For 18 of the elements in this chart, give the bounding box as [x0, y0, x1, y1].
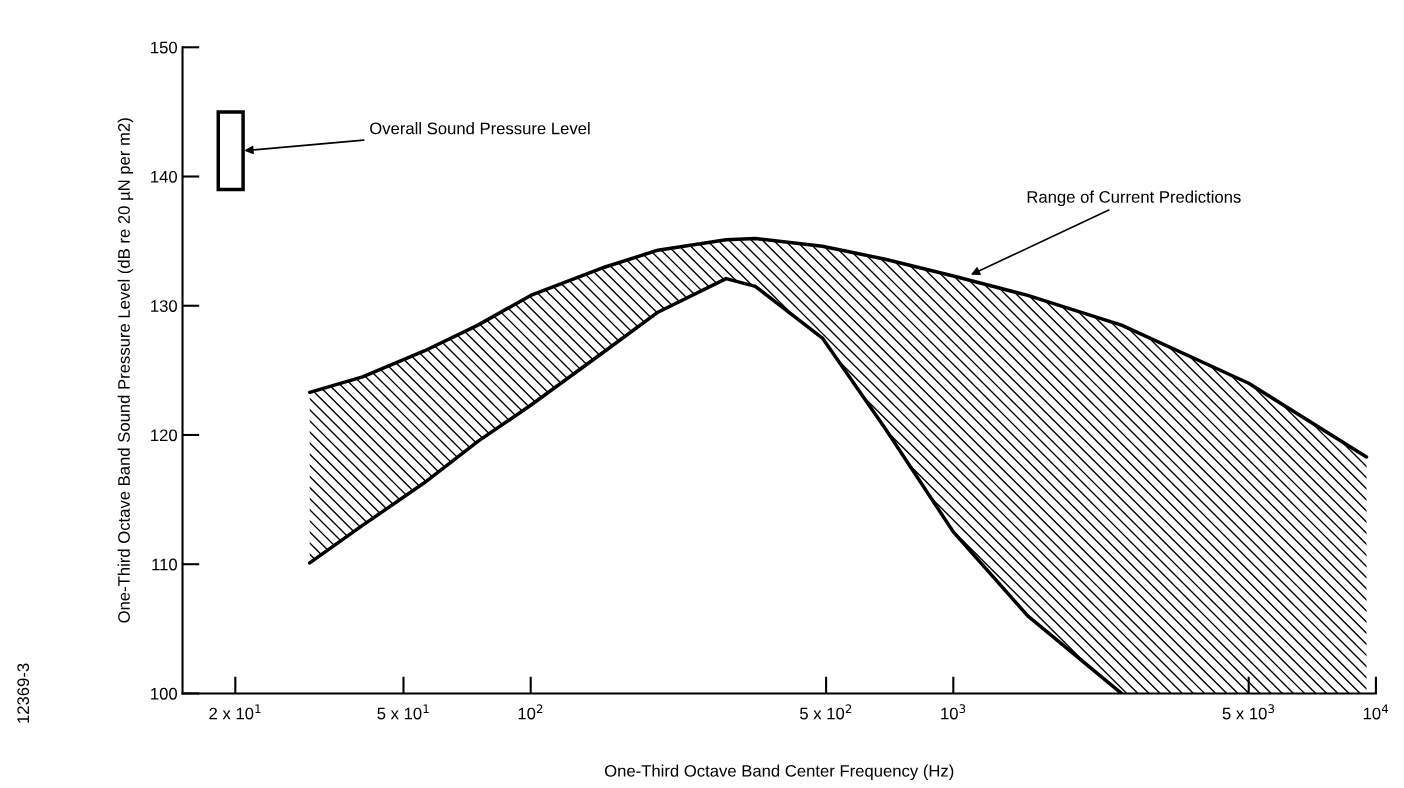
- y-tick-label: 150: [151, 41, 178, 54]
- x-tick-label: 5 x 10$^{3}$: [1222, 704, 1274, 720]
- x-tick-label: 5 x 10$^{1}$: [377, 704, 429, 720]
- annotation: Overall Sound Pressure Level: [370, 122, 590, 135]
- x-tick-label: 5 x 10$^{2}$: [800, 704, 852, 720]
- annotation: Range of Current Predictions: [1027, 190, 1241, 207]
- y-tick-label: 110: [152, 558, 178, 571]
- x-tick-label: 2 x 10$^{1}$: [209, 704, 261, 720]
- text: 12369-3: [17, 663, 30, 723]
- x-axis-title: One-Third Octave Band Center Frequency (Hz): [604, 764, 954, 781]
- y-axis-title: One-Third Octave Band Sound Pressure Level (dB re 20 µN per m2): [117, 118, 134, 623]
- y-tick-label: 130: [151, 300, 178, 312]
- x-tick-label: 10$^{2}$: [518, 704, 543, 720]
- y-tick-label: 140: [151, 170, 178, 183]
- y-tick-label: 100: [151, 687, 178, 700]
- y-tick-label: 120: [151, 429, 178, 442]
- x-tick-label: 10$^{3}$: [941, 704, 966, 720]
- x-tick-label: 10$^{4}$: [1363, 704, 1389, 720]
